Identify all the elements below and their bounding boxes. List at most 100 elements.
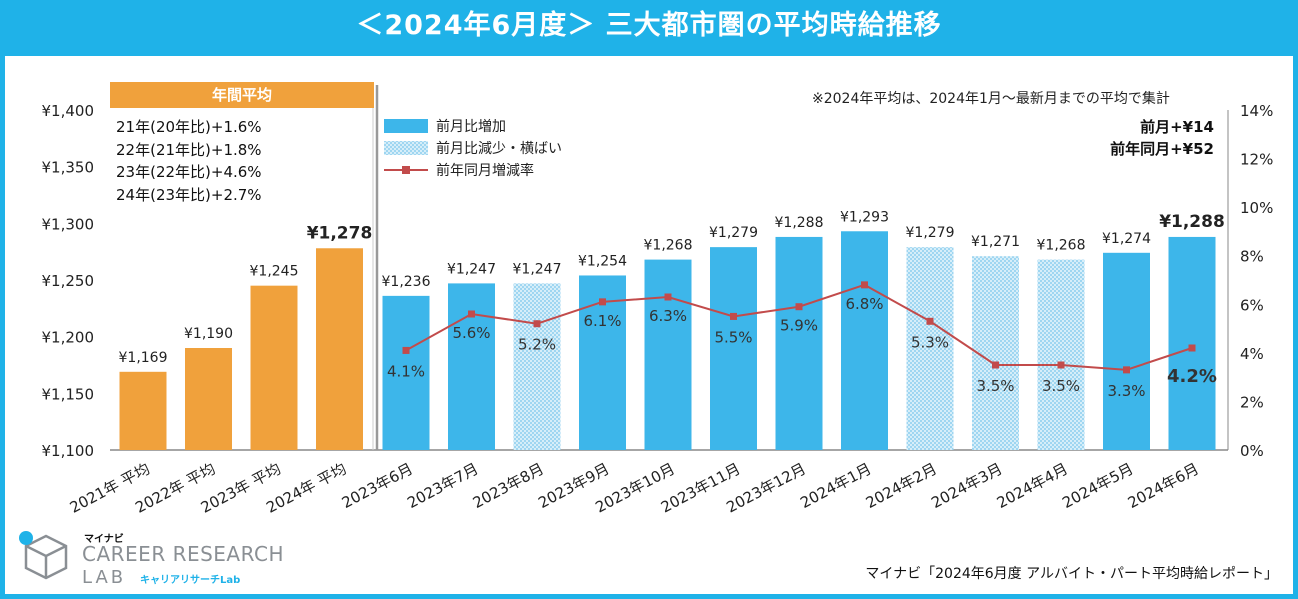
yoy-label: 5.3% xyxy=(911,333,949,351)
bar xyxy=(775,236,823,450)
yoy-marker xyxy=(730,312,737,320)
annual-header: 年間平均 xyxy=(110,82,374,108)
yoy-marker xyxy=(992,361,999,369)
category-label: 2024年3月 xyxy=(928,460,1005,512)
bar xyxy=(382,295,430,450)
logo-line2: LAB xyxy=(82,567,127,588)
left-axis-tick: ¥1,200 xyxy=(42,329,95,347)
yoy-label: 5.5% xyxy=(714,328,752,346)
yoy-marker xyxy=(664,293,672,301)
category-label: 2023年8月 xyxy=(470,460,547,512)
bar xyxy=(906,247,954,450)
left-axis-tick: ¥1,100 xyxy=(42,442,95,460)
bar-value-label: ¥1,279 xyxy=(906,225,955,241)
bar-value-label: ¥1,268 xyxy=(644,238,693,254)
right-axis-tick: 14% xyxy=(1240,102,1273,120)
delta-box: 前月+¥14 前年同月+¥52 xyxy=(1110,116,1214,160)
bar xyxy=(644,259,692,450)
right-axis-tick: 4% xyxy=(1240,345,1264,363)
bar xyxy=(448,283,495,450)
bar xyxy=(119,371,167,450)
bar xyxy=(1103,252,1150,450)
right-axis-tick: 8% xyxy=(1240,248,1264,266)
annual-line: 21年(20年比)+1.6% xyxy=(116,118,262,136)
yoy-marker xyxy=(402,346,410,354)
yoy-label: 6.8% xyxy=(845,295,883,313)
yoy-label: 5.9% xyxy=(780,317,818,335)
bar xyxy=(1168,236,1216,450)
category-label: 2024年2月 xyxy=(863,460,940,512)
yoy-marker xyxy=(1188,344,1196,352)
delta-mom: 前月+¥14 xyxy=(1140,118,1214,136)
left-axis-tick: ¥1,300 xyxy=(42,215,95,233)
category-label: 2024年6月 xyxy=(1125,460,1202,512)
bar xyxy=(316,248,363,450)
right-axis-tick: 6% xyxy=(1240,296,1264,314)
yoy-marker xyxy=(861,281,868,289)
yoy-label: 4.1% xyxy=(387,362,425,380)
right-axis-tick: 12% xyxy=(1240,151,1273,169)
annual-box: 21年(20年比)+1.6% 22年(21年比)+1.8% 23年(22年比)+… xyxy=(116,116,262,206)
bar-value-label: ¥1,247 xyxy=(513,261,562,277)
bar-value-label: ¥1,247 xyxy=(447,261,496,277)
bar-value-label: ¥1,293 xyxy=(840,209,889,225)
bar-value-label: ¥1,274 xyxy=(1102,231,1151,247)
yoy-marker xyxy=(1057,361,1065,369)
right-axis-tick: 0% xyxy=(1240,442,1264,460)
bar-value-label: ¥1,288 xyxy=(1159,212,1225,232)
bar xyxy=(841,231,888,450)
bar-value-label: ¥1,245 xyxy=(250,264,299,280)
logo-cube-icon xyxy=(19,531,68,580)
bar xyxy=(185,348,232,450)
bar-value-label: ¥1,236 xyxy=(382,274,431,290)
logo-brand: マイナビ xyxy=(84,534,124,545)
bar-value-label: ¥1,169 xyxy=(119,350,168,366)
bar-value-label: ¥1,288 xyxy=(775,215,824,231)
category-label: 2023年6月 xyxy=(339,460,416,512)
right-axis-tick: 2% xyxy=(1240,393,1264,411)
annual-line: 23年(22年比)+4.6% xyxy=(116,163,262,181)
yoy-label: 6.3% xyxy=(649,307,687,325)
bar xyxy=(972,256,1019,450)
legend-line-marker xyxy=(402,166,410,174)
category-label: 2023年7月 xyxy=(404,460,481,512)
yoy-label: 3.5% xyxy=(976,377,1014,395)
bar-value-label: ¥1,278 xyxy=(307,223,373,243)
chart-title: ＜2024年6月度＞ 三大都市圏の平均時給推移 xyxy=(356,10,942,41)
annual-line: 22年(21年比)+1.8% xyxy=(116,140,262,159)
bar xyxy=(513,283,561,450)
legend-decrease-swatch xyxy=(384,141,428,155)
logo-kana: キャリアリサーチLab xyxy=(140,575,241,586)
legend-increase-swatch xyxy=(384,119,428,133)
category-label: 2024年1月 xyxy=(797,460,874,512)
category-label: 2024年4月 xyxy=(994,460,1071,512)
bar-value-label: ¥1,254 xyxy=(578,253,627,269)
yoy-label: 4.2% xyxy=(1167,366,1217,387)
bar xyxy=(250,285,298,450)
logo-line1: CAREER RESEARCH xyxy=(82,542,285,566)
annual-line: 24年(23年比)+2.7% xyxy=(116,185,262,204)
left-axis-tick: ¥1,350 xyxy=(42,159,95,177)
yoy-label: 5.2% xyxy=(518,336,556,354)
bar xyxy=(710,247,757,450)
yoy-marker xyxy=(468,310,475,318)
legend-increase-label: 前月比増加 xyxy=(436,118,506,135)
category-label: 2024年5月 xyxy=(1059,460,1136,512)
yoy-marker xyxy=(599,298,606,306)
bar-value-label: ¥1,271 xyxy=(971,234,1020,250)
left-axis-tick: ¥1,400 xyxy=(42,102,95,120)
bar-value-label: ¥1,190 xyxy=(184,326,233,342)
yoy-label: 5.6% xyxy=(452,324,490,342)
yoy-marker xyxy=(926,317,934,325)
footnote: ※2024年平均は、2024年1月～最新月までの平均で集計 xyxy=(812,91,1170,107)
left-axis-tick: ¥1,250 xyxy=(42,272,95,290)
yoy-marker xyxy=(1123,366,1130,374)
bar-value-label: ¥1,279 xyxy=(709,225,758,241)
source-note: マイナビ「2024年6月度 アルバイト・パート平均時給レポート」 xyxy=(865,566,1278,582)
yoy-label: 3.5% xyxy=(1042,377,1080,395)
yoy-label: 6.1% xyxy=(583,312,621,330)
legend-line-label: 前年同月増減率 xyxy=(436,162,534,179)
delta-yoy: 前年同月+¥52 xyxy=(1110,140,1214,158)
yoy-marker xyxy=(795,303,803,311)
